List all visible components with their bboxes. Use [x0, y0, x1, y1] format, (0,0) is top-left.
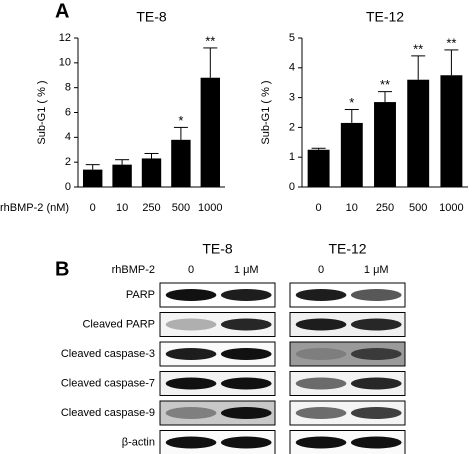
- lane-label: 0: [318, 264, 324, 276]
- row-label: Cleaved caspase-7: [61, 377, 155, 389]
- bar: [307, 149, 330, 187]
- row-label: β-actin: [122, 436, 155, 448]
- band: [295, 289, 347, 301]
- x-tick-label: 500: [409, 202, 427, 214]
- group-label: TE-8: [202, 241, 233, 257]
- x-tick-label: 500: [172, 202, 190, 214]
- bar: [374, 102, 396, 187]
- y-tick-label: 3: [289, 92, 295, 104]
- significance: *: [349, 95, 354, 110]
- group-label: TE-12: [328, 241, 366, 257]
- band: [295, 436, 347, 449]
- band: [165, 377, 217, 390]
- y-tick-label: 1: [289, 151, 295, 163]
- band: [350, 348, 402, 360]
- y-tick-label: 0: [289, 181, 295, 193]
- band: [295, 407, 347, 419]
- y-tick-label: 4: [289, 62, 295, 74]
- x-tick-label: 1000: [439, 202, 463, 214]
- x-tick-label: 250: [142, 202, 160, 214]
- band: [220, 289, 272, 301]
- x-tick-label: 10: [116, 202, 128, 214]
- lane-label: 0: [188, 264, 194, 276]
- bar: [440, 75, 463, 187]
- y-tick-label: 2: [65, 156, 71, 168]
- band: [165, 348, 217, 360]
- lane-label: 1 μM: [234, 264, 259, 276]
- bar: [112, 164, 132, 187]
- row-label: Cleaved caspase-9: [61, 407, 155, 419]
- significance: *: [178, 113, 183, 128]
- band: [350, 289, 402, 301]
- band: [220, 407, 272, 419]
- band: [165, 289, 217, 301]
- bar: [82, 169, 103, 187]
- band: [350, 377, 402, 390]
- bar: [200, 77, 221, 187]
- band: [295, 348, 347, 360]
- bar: [340, 122, 363, 187]
- chart-title: TE-8: [136, 9, 167, 25]
- y-tick-label: 12: [59, 32, 71, 44]
- row-label: PARP: [126, 289, 155, 301]
- band: [220, 436, 272, 449]
- band: [295, 318, 347, 331]
- significance: **: [380, 77, 390, 92]
- band: [165, 436, 217, 449]
- band: [350, 436, 402, 449]
- lane-label: 1 μM: [364, 264, 389, 276]
- row-label: Cleaved PARP: [82, 318, 155, 330]
- bar: [171, 139, 191, 187]
- band: [165, 407, 217, 419]
- significance: **: [205, 33, 215, 48]
- x-tick-label: 0: [316, 202, 322, 214]
- y-tick-label: 6: [65, 106, 71, 118]
- x-tick-label: 250: [376, 202, 394, 214]
- x-axis-label: rhBMP-2 (nM): [0, 202, 69, 214]
- panel-label: A: [55, 0, 69, 22]
- y-tick-label: 2: [289, 121, 295, 133]
- y-tick-label: 4: [65, 131, 71, 143]
- bar: [407, 79, 430, 187]
- x-tick-label: 10: [346, 202, 358, 214]
- band: [350, 318, 402, 331]
- y-axis-label: Sub-G1 ( % ): [36, 80, 48, 144]
- band: [350, 407, 402, 419]
- row-label: Cleaved caspase-3: [61, 348, 155, 360]
- y-tick-label: 0: [65, 181, 71, 193]
- bar: [141, 158, 162, 187]
- x-tick-label: 0: [90, 202, 96, 214]
- y-tick-label: 5: [289, 32, 295, 44]
- y-axis-label: Sub-G1 ( % ): [260, 80, 272, 144]
- band: [220, 377, 272, 390]
- band: [295, 377, 347, 390]
- band: [220, 348, 272, 360]
- band: [220, 318, 272, 331]
- y-tick-label: 10: [59, 57, 71, 69]
- y-tick-label: 8: [65, 82, 71, 94]
- chart-title: TE-12: [366, 9, 404, 25]
- band: [165, 318, 217, 331]
- panel-label: B: [55, 258, 69, 280]
- x-tick-label: 1000: [198, 202, 222, 214]
- treatment-label: rhBMP-2: [112, 264, 155, 276]
- significance: **: [446, 35, 456, 50]
- significance: **: [413, 41, 423, 56]
